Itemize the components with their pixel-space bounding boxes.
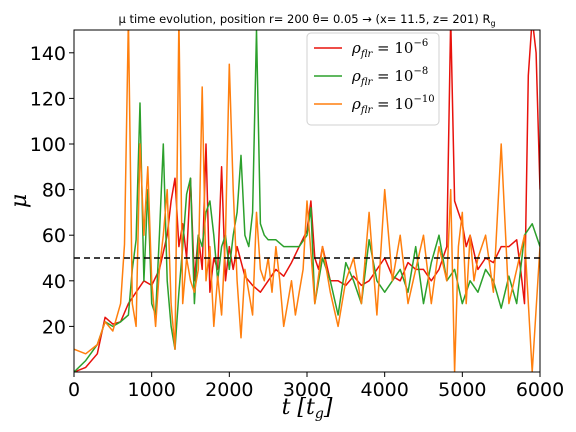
x-tick-label: 3000 — [283, 379, 331, 401]
legend-label-3: ρflr = 10−10 — [351, 94, 435, 116]
x-tick-label: 5000 — [438, 379, 486, 401]
y-tick-label: 120 — [30, 88, 66, 110]
y-axis-label: μ — [7, 194, 32, 208]
y-axis-ticks: 20 40 60 80 100 120 140 — [30, 43, 74, 338]
y-tick-label: 60 — [42, 225, 66, 247]
series-layer — [74, 30, 540, 372]
x-tick-label: 6000 — [516, 379, 564, 401]
legend-label-2: ρflr = 10−8 — [351, 66, 428, 88]
x-axis-label-end: ] — [323, 395, 333, 420]
x-tick-label: 0 — [68, 379, 80, 401]
x-axis-label-sub: g — [315, 406, 324, 422]
y-tick-label: 40 — [42, 271, 66, 293]
legend-label-1: ρflr = 10−6 — [351, 38, 428, 60]
chart-title-sub: g — [490, 19, 495, 28]
y-tick-label: 140 — [30, 43, 66, 65]
y-tick-label: 100 — [30, 134, 66, 156]
x-axis-label: t [tg] — [282, 395, 333, 422]
legend: ρflr = 10−6 ρflr = 10−8 ρflr = 10−10 — [306, 32, 440, 126]
chart-title: μ time evolution, position r= 200 θ= 0.0… — [118, 12, 495, 28]
x-axis-label-main: t [t — [282, 395, 315, 420]
y-tick-label: 20 — [42, 316, 66, 338]
y-tick-label: 80 — [42, 180, 66, 202]
x-axis-ticks: 0 1000 2000 3000 4000 5000 6000 — [68, 372, 564, 401]
series-line-3 — [74, 30, 540, 372]
x-tick-label: 4000 — [360, 379, 408, 401]
x-tick-label: 1000 — [127, 379, 175, 401]
legend-box — [306, 32, 440, 126]
x-tick-label: 2000 — [205, 379, 253, 401]
chart-title-main: μ time evolution, position r= 200 θ= 0.0… — [118, 12, 490, 26]
series-line-2 — [74, 30, 540, 372]
